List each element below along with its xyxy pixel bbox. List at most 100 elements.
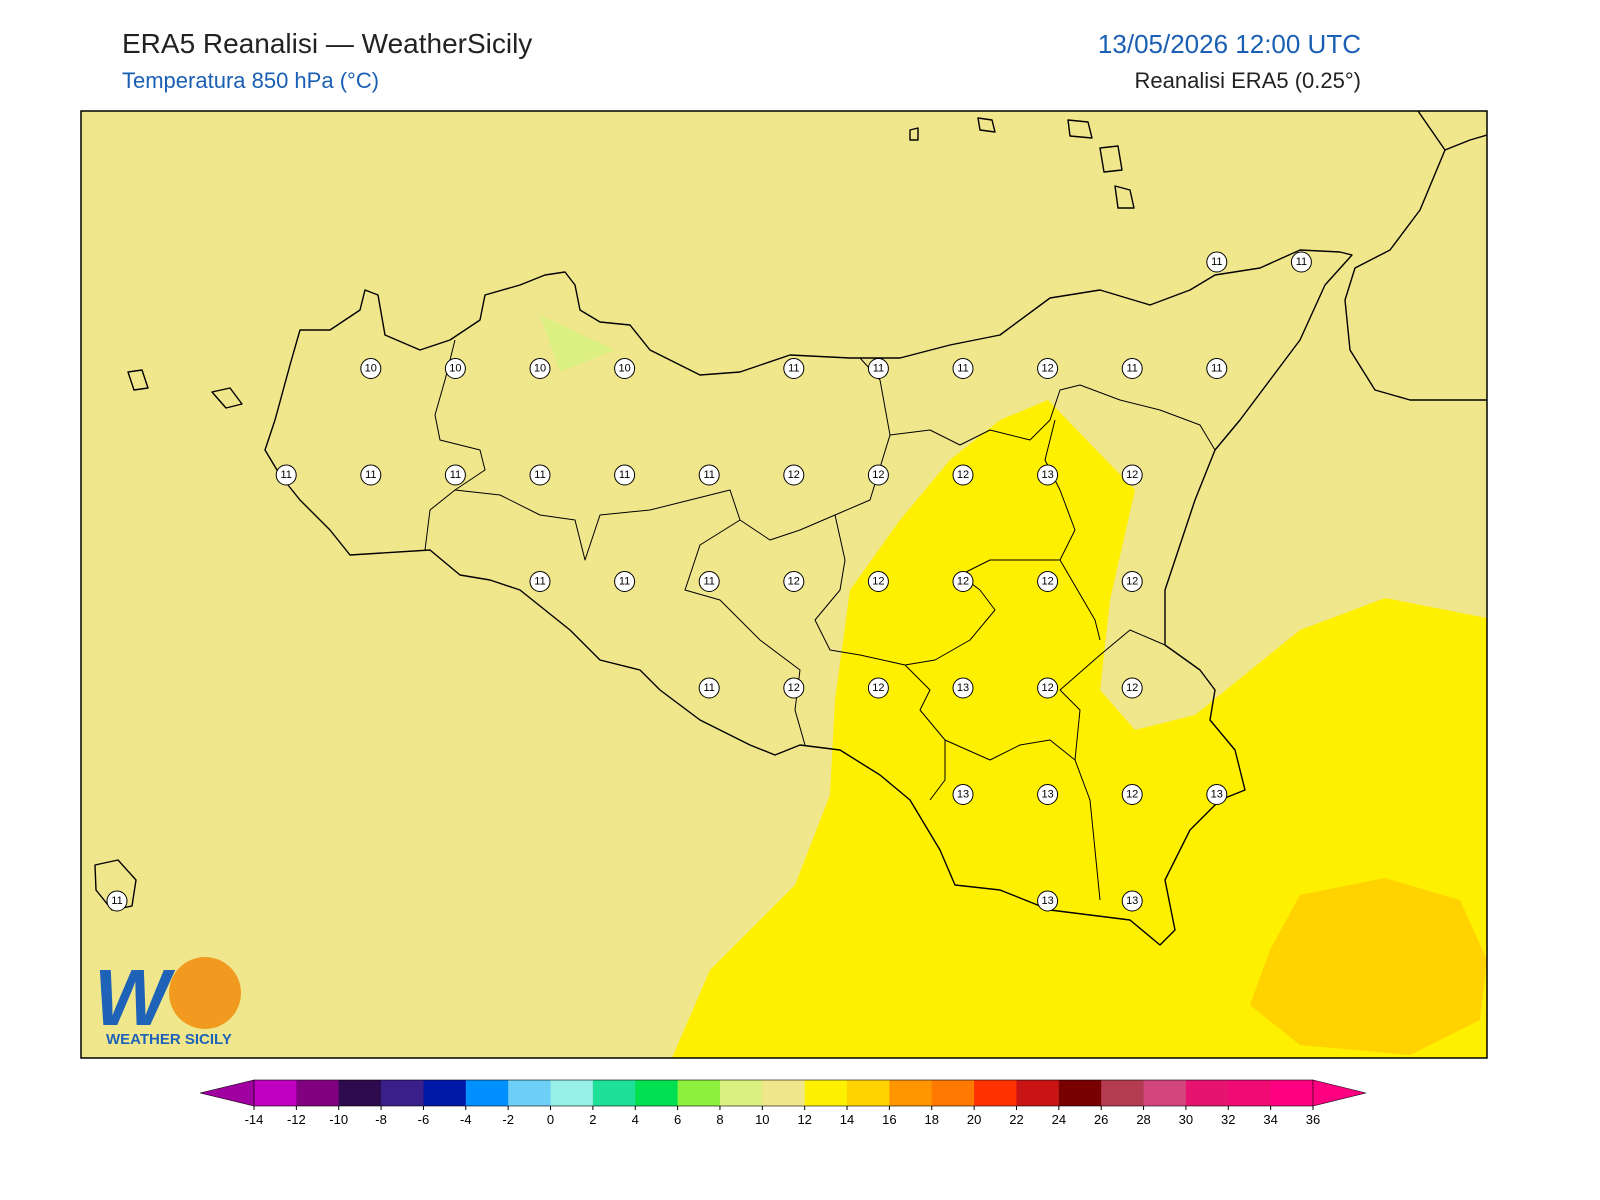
station-marker (1290, 251, 1312, 273)
station-marker (952, 784, 974, 805)
colorbar-tick-label: 2 (589, 1112, 596, 1127)
station-marker (1121, 571, 1143, 592)
station-value: 12 (1126, 469, 1138, 481)
station-value: 13 (1211, 789, 1223, 801)
map-frame (80, 110, 1488, 1059)
colorbar: -14 -12 -10 -8 -6 -4 -2 0 2 4 6 8 10 12 14 16 18 20 22 24 26… (199, 1079, 1367, 1127)
colorbar-bin (762, 1080, 806, 1106)
colorbar-tick-label: 24 (1052, 1112, 1066, 1127)
station-marker (360, 464, 382, 486)
station-marker (867, 571, 889, 592)
islands (94, 117, 1135, 911)
station-marker (614, 358, 636, 379)
colorbar-tick-label: 6 (674, 1112, 681, 1127)
colorbar-bin (974, 1080, 1017, 1106)
station-marker (783, 358, 805, 379)
calabria-coastline (1344, 111, 1487, 401)
station-marker (952, 358, 974, 379)
station-value: 11 (703, 469, 714, 481)
colorbar-bin (1143, 1080, 1187, 1106)
station-value: 11 (957, 363, 968, 375)
colorbar-bin (1058, 1080, 1102, 1106)
colorbar-under (199, 1079, 255, 1107)
colorbar-tick-label: 20 (967, 1112, 981, 1127)
colorbar-bin (677, 1080, 721, 1106)
station-marker (1037, 890, 1059, 912)
title: ERA5 Reanalisi — WeatherSicily (122, 28, 532, 59)
colorbar-bin (254, 1080, 297, 1106)
field-shade (540, 315, 615, 372)
station-marker (1037, 464, 1059, 486)
colorbar-bin (381, 1080, 424, 1106)
station-marker (1121, 358, 1143, 379)
colorbar-tick-label: 8 (716, 1112, 723, 1127)
colorbar-tick-label: 18 (925, 1112, 939, 1127)
colorbar-tick-label: 12 (797, 1112, 811, 1127)
colorbar-bin (465, 1080, 509, 1106)
station-marker (783, 464, 805, 486)
colorbar-tick-label: 22 (1009, 1112, 1023, 1127)
station-value: 11 (619, 576, 630, 588)
station-marker (529, 571, 551, 592)
colorbar-bin (1270, 1080, 1314, 1106)
colorbar-bin (338, 1080, 382, 1106)
station-marker (1121, 784, 1143, 805)
station-value: 11 (365, 469, 376, 481)
station-value: 11 (619, 469, 630, 481)
station-marker (529, 358, 551, 379)
station-value: 12 (872, 469, 884, 481)
station-marker (444, 464, 466, 486)
station-value: 11 (703, 682, 714, 694)
station-value: 11 (534, 576, 545, 588)
colorbar-tick-label: 30 (1179, 1112, 1193, 1127)
station-value: 11 (788, 363, 799, 375)
colorbar-bin (804, 1080, 848, 1106)
station-marker (614, 571, 636, 592)
field-shade (1250, 878, 1487, 1055)
station-value: 11 (534, 469, 545, 481)
station-marker (106, 890, 128, 912)
colorbar-bin (719, 1080, 763, 1106)
station-marker (698, 571, 720, 592)
colorbar-tick-label: -8 (375, 1112, 387, 1127)
station-value: 12 (872, 682, 884, 694)
colorbar-tick-label: 32 (1221, 1112, 1235, 1127)
colorbar-tick-label: 28 (1136, 1112, 1150, 1127)
station-value: 12 (957, 469, 969, 481)
station-value: 12 (1126, 682, 1138, 694)
colorbar-tick-label: -12 (287, 1112, 306, 1127)
logo-mark: W (94, 953, 176, 1042)
station-marker (1037, 358, 1059, 379)
station-marker (444, 358, 466, 379)
station-value: 13 (1041, 789, 1053, 801)
sicily-coastline (264, 249, 1353, 946)
colorbar-bin (1228, 1080, 1272, 1106)
station-value: 12 (788, 469, 800, 481)
colorbar-bin (1101, 1080, 1145, 1106)
colorbar-bin (847, 1080, 890, 1106)
colorbar-bin (508, 1080, 552, 1106)
station-value: 13 (1041, 469, 1053, 481)
station-value: 13 (957, 682, 969, 694)
station-value: 12 (872, 576, 884, 588)
stations: 11 11 10 10 10 10 11 11 11 12 11 11 11 11 11 11 11 11 12 12… (106, 251, 1312, 912)
colorbar-tick-label: 34 (1263, 1112, 1277, 1127)
station-marker (1037, 571, 1059, 592)
station-marker (614, 464, 636, 486)
station-value: 12 (1041, 682, 1053, 694)
station-value: 13 (1041, 895, 1053, 907)
colorbar-bin (550, 1080, 594, 1106)
colorbar-bin (1185, 1080, 1229, 1106)
colorbar-tick-label: 0 (547, 1112, 554, 1127)
source: Reanalisi ERA5 (0.25°) (1135, 68, 1361, 93)
station-marker (1037, 784, 1059, 805)
station-marker (360, 358, 382, 379)
station-marker (529, 464, 551, 486)
map (81, 111, 1487, 1058)
datetime: 13/05/2026 12:00 UTC (1098, 29, 1361, 59)
station-marker (952, 571, 974, 592)
colorbar-tick-label: 16 (882, 1112, 896, 1127)
station-value: 11 (873, 363, 884, 375)
